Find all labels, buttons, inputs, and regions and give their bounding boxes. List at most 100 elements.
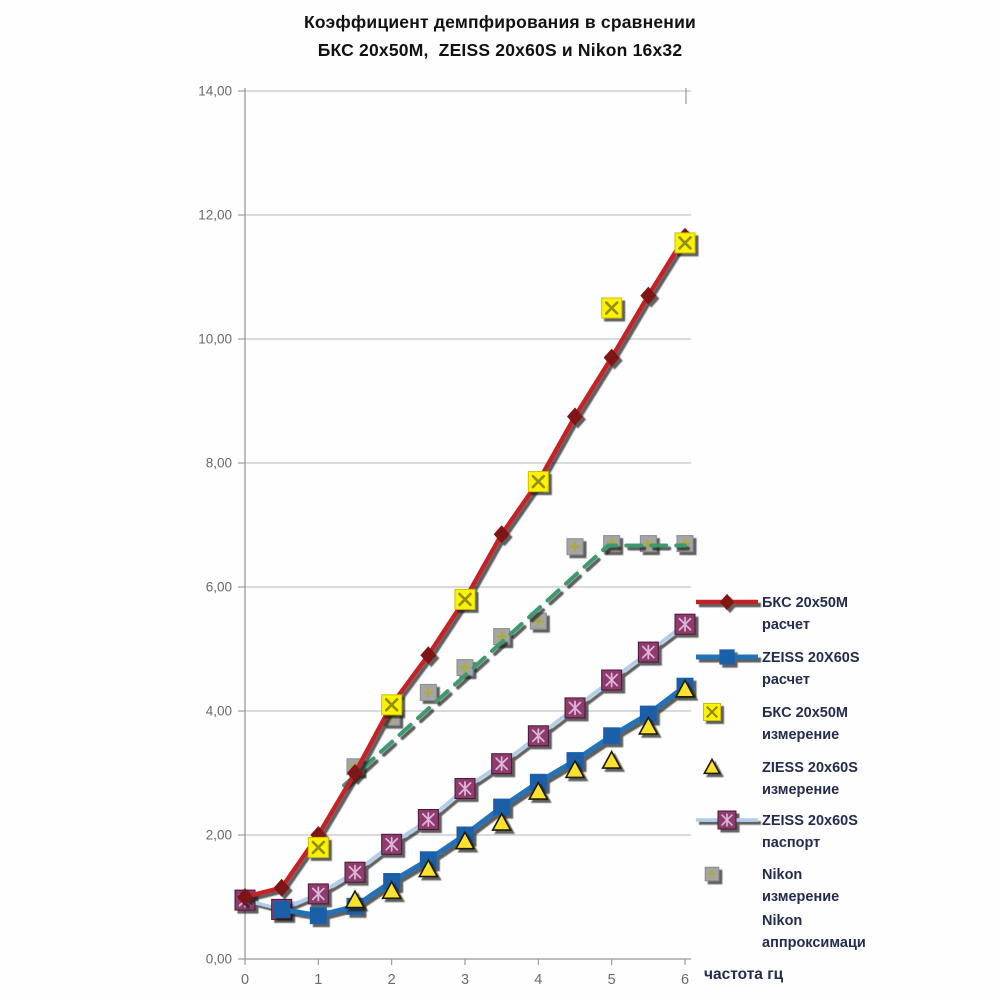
x-tick-label: 1 — [314, 972, 322, 988]
legend-label: ZIESS 20x60S — [762, 760, 858, 776]
legend-item-zeiss-raschet: ZEISS 20X60S расчет — [696, 649, 860, 688]
diamond-marker — [640, 286, 657, 305]
square-marker — [639, 705, 657, 723]
y-tick-label: 6,00 — [206, 580, 232, 595]
plus-glyph — [707, 869, 717, 879]
x-glyph — [531, 474, 546, 489]
legend-item-bks-raschet: БКС 20х50М расчет — [696, 593, 848, 633]
star-glyph — [531, 728, 545, 744]
triangle-marker — [344, 889, 366, 909]
plus-glyph — [459, 662, 470, 673]
legend-label: измерение — [762, 889, 839, 905]
x-glyph — [678, 236, 692, 250]
square-marker — [493, 798, 511, 816]
triangle-marker — [637, 715, 659, 735]
star-glyph — [678, 616, 692, 632]
star-glyph — [311, 886, 325, 902]
x-tick-label: 4 — [534, 972, 542, 988]
star-glyph — [348, 864, 362, 880]
x-tick-label: 3 — [461, 972, 469, 988]
star-glyph — [421, 812, 435, 827]
diamond-marker — [566, 407, 583, 426]
plus-glyph — [569, 541, 580, 552]
legend-item-ziess-izmerenie: ZIESS 20x60S измерение — [703, 757, 858, 798]
legend-label: расчет — [762, 617, 810, 633]
legend-item-nikon-approx: Nikon аппроксимаци — [696, 913, 866, 951]
star-glyph — [568, 700, 582, 716]
triangle-marker — [381, 880, 403, 900]
legend-item-zeiss-pasport: ZEISS 20x60S паспорт — [696, 810, 858, 851]
legend-marker-bks-raschet — [696, 593, 758, 611]
square-marker — [603, 727, 621, 745]
legend-label: ZEISS 20x60S — [762, 813, 858, 829]
legend-label: БКС 20х50М — [762, 595, 848, 611]
series-bks-raschet — [237, 227, 693, 906]
triangle-marker — [417, 858, 439, 878]
legend-label: паспорт — [762, 835, 820, 851]
x-glyph — [384, 698, 399, 712]
y-tick-label: 8,00 — [206, 456, 232, 471]
diamond-marker — [420, 646, 437, 665]
diamond-marker — [346, 764, 363, 782]
legend-label: аппроксимаци — [762, 935, 866, 951]
y-tick-label: 14,00 — [198, 84, 232, 99]
y-tick-label: 2,00 — [206, 828, 232, 843]
diamond-marker — [237, 888, 253, 906]
star-glyph — [641, 644, 655, 660]
triangle-marker — [601, 749, 623, 769]
legend-marker-nikon-izmerenie — [704, 866, 720, 882]
triangle-marker — [674, 678, 696, 698]
triangle-marker — [703, 757, 721, 775]
square-marker — [719, 649, 735, 665]
x-glyph — [706, 706, 718, 718]
legend-marker-bks-izmerenie — [703, 703, 721, 721]
gridlines — [245, 90, 691, 836]
plus-glyph — [423, 687, 434, 698]
diamond-marker — [719, 593, 735, 611]
axes: 0,00 2,00 4,00 6,00 8,00 10,00 12,00 14,00 0 1 2 3 4… — [198, 84, 691, 988]
legend-label: БКС 20х50М — [762, 705, 848, 721]
triangle-marker — [454, 830, 476, 850]
x-tick-label: 6 — [681, 972, 689, 988]
star-glyph — [721, 813, 733, 827]
series-ziess-izmerenie — [344, 678, 696, 909]
y-tick-label: 12,00 — [198, 208, 232, 223]
legend-item-nikon-izmerenie: Nikon измерение — [704, 866, 839, 905]
x-tick-label: 0 — [241, 972, 249, 988]
legend-label: ZEISS 20X60S — [762, 650, 860, 666]
x-tick-label: 5 — [608, 972, 616, 988]
x-glyph — [311, 840, 326, 855]
series-zeiss-pasport — [234, 613, 696, 920]
diamond-marker — [273, 878, 290, 897]
series-line-nikon-approx — [342, 543, 687, 788]
legend-label: Nikon — [762, 913, 802, 929]
chart-title: Коэффициент демпфирования в сравнении БК… — [0, 8, 1000, 64]
square-marker — [309, 907, 327, 925]
triangle-marker — [491, 811, 513, 831]
diamond-marker — [493, 525, 510, 544]
star-glyph — [605, 672, 619, 688]
legend-marker-zeiss-pasport — [696, 810, 758, 830]
star-glyph — [385, 836, 399, 852]
plus-glyph — [533, 616, 544, 627]
x-axis-title: частота гц — [704, 966, 784, 983]
triangle-marker — [564, 759, 586, 779]
triangle-marker — [527, 780, 549, 800]
series-nikon-approx — [342, 543, 687, 788]
y-tick-label: 4,00 — [206, 704, 232, 719]
legend-marker-zeiss-raschet — [696, 649, 758, 665]
legend-item-bks-izmerenie: БКС 20х50М измерение — [703, 703, 848, 743]
chart-title-line-2: БКС 20х50М, ZEISS 20x60S и Nikon 16x32 — [317, 40, 683, 60]
legend-label: измерение — [762, 782, 839, 798]
series-bks-izmerenie — [307, 232, 696, 858]
x-glyph — [604, 301, 619, 315]
legend-label: Nikon — [762, 867, 802, 883]
legend-label: расчет — [762, 672, 810, 688]
star-glyph — [458, 781, 472, 796]
square-marker — [273, 900, 291, 918]
legend-label: измерение — [762, 727, 839, 743]
chart-title-line-1: Коэффициент демпфирования в сравнении — [304, 12, 696, 32]
